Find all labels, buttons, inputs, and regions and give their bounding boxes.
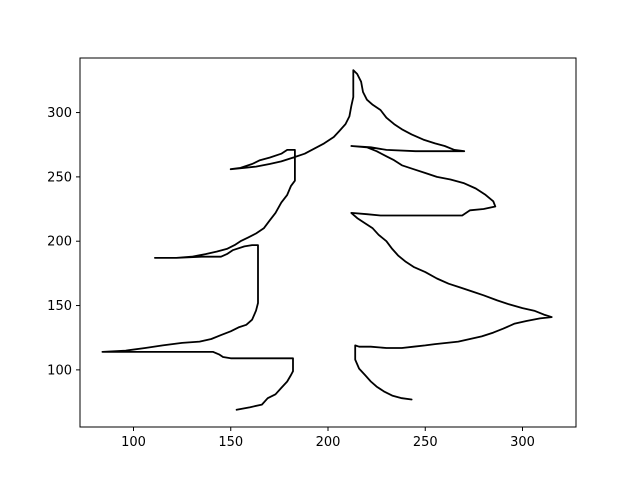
x-tick-label: 300 [510,435,535,450]
y-tick-label: 100 [47,363,72,378]
y-tick-label: 300 [47,106,72,121]
axes: 100 150 200 250 300 100 150 200 250 300 [47,57,577,450]
x-tick-label: 150 [218,435,243,450]
series-line-0 [101,69,553,411]
y-tick-label: 150 [47,299,72,314]
y-tick-label: 250 [47,170,72,185]
y-tick-label: 200 [47,235,72,250]
x-tick-label: 200 [316,435,341,450]
plot-area [101,69,553,411]
x-tick-label: 100 [121,435,146,450]
x-tick-label: 250 [413,435,438,450]
